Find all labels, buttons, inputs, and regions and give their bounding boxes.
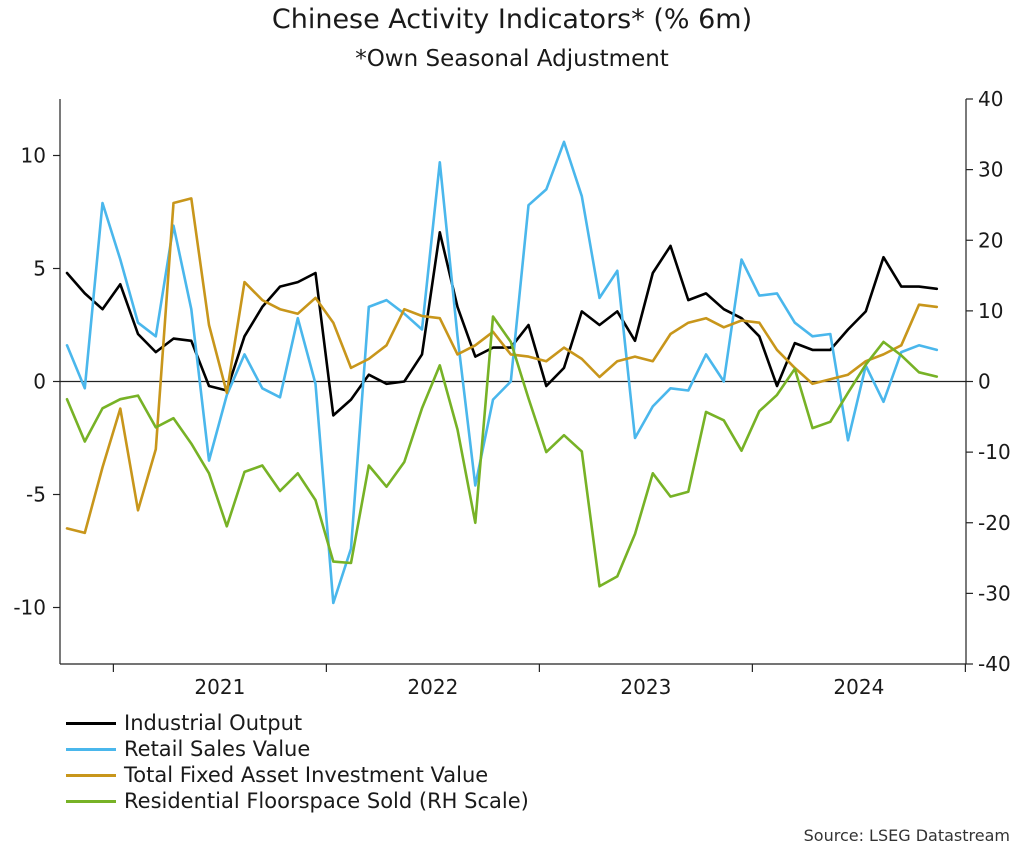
series-line-2 bbox=[65, 140, 939, 605]
y-left-tick-label: -5 bbox=[26, 483, 46, 507]
y-right-tick-label: -30 bbox=[978, 581, 1011, 605]
y-left-tick-label: -10 bbox=[13, 596, 46, 620]
y-left-tick-label: 0 bbox=[33, 370, 46, 394]
legend-swatch bbox=[66, 721, 116, 725]
x-tick-label: 2021 bbox=[194, 675, 245, 699]
x-tick-label: 2024 bbox=[833, 675, 884, 699]
legend-label: Retail Sales Value bbox=[124, 737, 311, 761]
chart-title: Chinese Activity Indicators* (% 6m) bbox=[271, 4, 753, 35]
y-right-tick-label: -40 bbox=[978, 652, 1011, 676]
legend-swatch bbox=[66, 799, 116, 803]
y-right-tick-label: -20 bbox=[978, 511, 1011, 535]
legend-item: Total Fixed Asset Investment Value bbox=[66, 762, 529, 788]
y-right-tick-label: 20 bbox=[978, 228, 1003, 252]
legend-swatch bbox=[66, 747, 116, 751]
legend-item: Industrial Output bbox=[66, 710, 529, 736]
legend-swatch bbox=[66, 773, 116, 777]
legend-label: Total Fixed Asset Investment Value bbox=[124, 763, 489, 787]
y-left-tick-label: 5 bbox=[33, 257, 46, 281]
series-line-3 bbox=[65, 197, 939, 535]
legend: Industrial Output Retail Sales Value Total… bbox=[66, 710, 529, 814]
legend-label: Residential Floorspace Sold (RH Scale) bbox=[124, 789, 529, 813]
y-right-tick-label: 0 bbox=[978, 370, 991, 394]
y-left-tick-label: 10 bbox=[21, 144, 46, 168]
x-tick-label: 2022 bbox=[407, 675, 458, 699]
source-note: Source: LSEG Datastream bbox=[803, 826, 1010, 845]
legend-label: Industrial Output bbox=[124, 711, 303, 735]
legend-item: Residential Floorspace Sold (RH Scale) bbox=[66, 788, 529, 814]
y-right-tick-label: 30 bbox=[978, 158, 1003, 182]
y-right-tick-label: -10 bbox=[978, 440, 1011, 464]
series-line-1 bbox=[65, 231, 939, 417]
x-tick-label: 2023 bbox=[620, 675, 671, 699]
chart-subtitle: *Own Seasonal Adjustment bbox=[355, 46, 669, 72]
legend-item: Retail Sales Value bbox=[66, 736, 529, 762]
series-line-4 bbox=[65, 315, 939, 588]
y-right-tick-label: 10 bbox=[978, 299, 1003, 323]
y-right-tick-label: 40 bbox=[978, 87, 1003, 111]
